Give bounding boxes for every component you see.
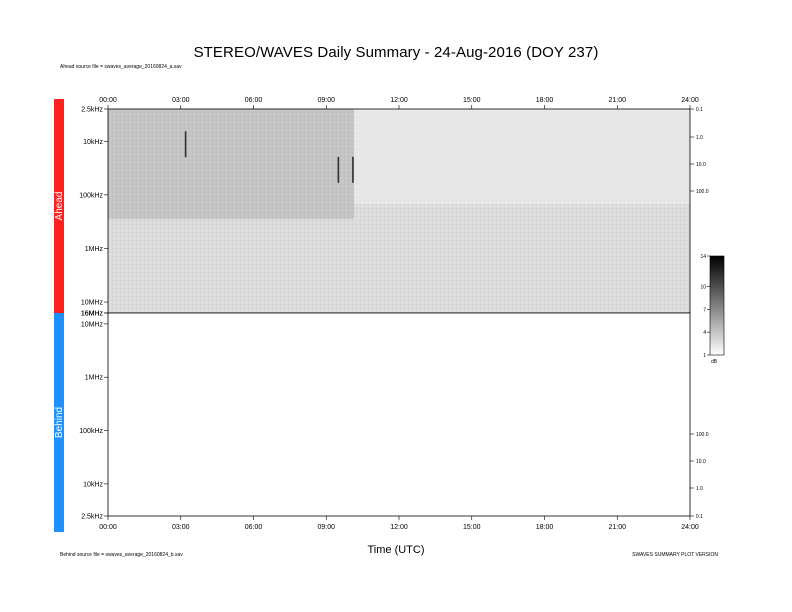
colorbar-tick-label-3: 4 — [703, 330, 706, 336]
ahead-ytick-label-0: 2.5kHz — [81, 107, 103, 114]
ahead-rtick-label-1: 1.0 — [696, 135, 703, 141]
behind-frame — [107, 312, 691, 517]
x-top-tick-label-0: 00:00 — [99, 97, 117, 104]
x-bottom-tick-label-6: 18:00 — [536, 524, 554, 531]
x-bottom-tick-label-4: 12:00 — [390, 524, 408, 531]
behind-ytick-label-2: 1MHz — [85, 375, 104, 382]
x-top-tick-label-6: 18:00 — [536, 97, 554, 104]
ahead-side-label: Ahead — [54, 192, 65, 221]
version-note: SWAVES SUMMARY PLOT VERSION — [632, 552, 718, 558]
x-bottom-tick-label-8: 24:00 — [681, 524, 699, 531]
ahead-ytick-label-4: 10MHz — [81, 300, 104, 307]
ahead-ytick-label-3: 1MHz — [85, 246, 104, 253]
x-top-tick-label-2: 06:00 — [245, 97, 263, 104]
x-top-tick-label-4: 12:00 — [390, 97, 408, 104]
ahead-dark-region — [108, 109, 355, 219]
colorbar-tick-label-4: 1 — [703, 353, 706, 359]
x-bottom-tick-label-0: 00:00 — [99, 524, 117, 531]
x-top-tick-label-1: 03:00 — [172, 97, 190, 104]
colorbar-unit: dB — [711, 359, 718, 365]
ahead-ytick-label-2: 100kHz — [79, 192, 103, 199]
ahead-rtick-label-2: 10.0 — [696, 162, 706, 168]
x-bottom-tick-label-7: 21:00 — [608, 524, 626, 531]
x-bottom-tick-label-3: 09:00 — [317, 524, 335, 531]
behind-rtick-label-0: 100.0 — [696, 432, 709, 438]
behind-ytick-label-1: 10MHz — [81, 321, 104, 328]
behind-rtick-label-2: 1.0 — [696, 486, 703, 492]
ahead-ytick-label-1: 10kHz — [83, 139, 103, 146]
colorbar-scale — [709, 255, 725, 356]
behind-rtick-label-3: 0.1 — [696, 514, 703, 520]
ahead-side-bar — [54, 99, 64, 313]
x-top-tick-label-5: 15:00 — [463, 97, 481, 104]
x-bottom-tick-label-5: 15:00 — [463, 524, 481, 531]
ahead-quiet-region — [354, 109, 690, 204]
x-bottom-tick-label-2: 06:00 — [245, 524, 263, 531]
behind-ytick-label-0: 16MHz — [81, 311, 104, 318]
x-top-tick-label-8: 24:00 — [681, 97, 699, 104]
ahead-burst-2 — [352, 156, 354, 183]
x-bottom-tick-label-1: 03:00 — [172, 524, 190, 531]
behind-side-bar — [54, 313, 64, 532]
chart-title: STEREO/WAVES Daily Summary - 24-Aug-2016… — [193, 44, 599, 61]
behind-source-note: Behind source file = swaves_average_2016… — [60, 552, 183, 558]
behind-ytick-label-3: 100kHz — [79, 428, 103, 435]
x-top-tick-label-3: 09:00 — [317, 97, 335, 104]
colorbar-tick-label-1: 10 — [700, 284, 706, 290]
behind-ytick-label-5: 2.5kHz — [81, 514, 103, 521]
x-top-tick-label-7: 21:00 — [608, 97, 626, 104]
ahead-burst-0 — [184, 131, 187, 158]
x-axis-label: Time (UTC) — [367, 544, 425, 556]
behind-side-label: Behind — [54, 407, 65, 438]
ahead-rtick-label-0: 0.1 — [696, 107, 703, 113]
ahead-ytick-label-5: 16MHz — [81, 311, 104, 318]
ahead-rtick-label-3: 100.0 — [696, 189, 709, 195]
colorbar-tick-label-0: 14 — [700, 254, 706, 260]
behind-ytick-label-4: 10kHz — [83, 481, 103, 488]
colorbar-tick-label-2: 7 — [703, 307, 706, 313]
behind-rtick-label-1: 10.0 — [696, 459, 706, 465]
ahead-burst-1 — [337, 156, 340, 183]
ahead-source-note: Ahead source file = swaves_average_20160… — [60, 64, 182, 70]
